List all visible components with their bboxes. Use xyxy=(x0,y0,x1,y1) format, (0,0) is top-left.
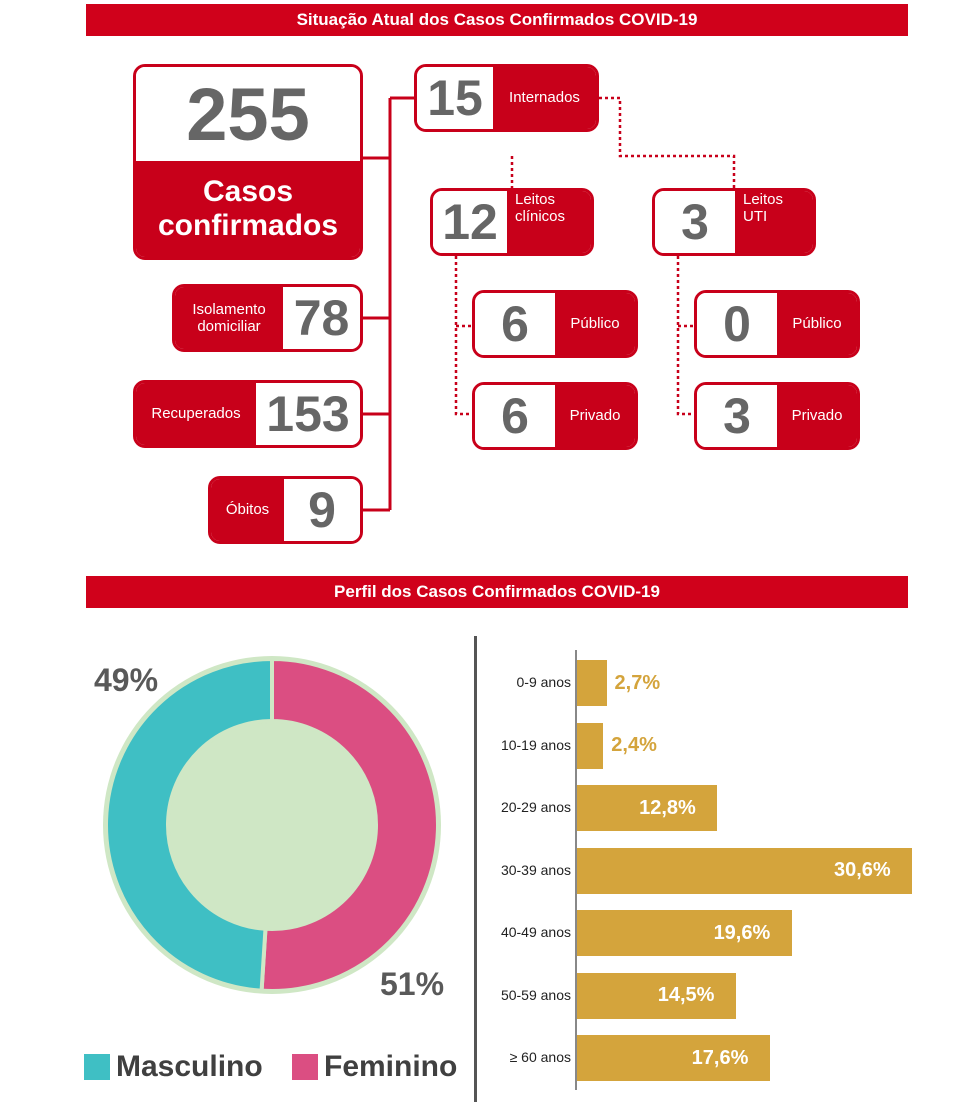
clinicos-publico-value: 6 xyxy=(475,293,555,355)
leitos-uti-label-line1: Leitos xyxy=(743,191,784,208)
leitos-uti-label: Leitos UTI xyxy=(735,191,813,253)
age-label-6: ≥ 60 anos xyxy=(509,1049,571,1065)
masculino-swatch xyxy=(84,1054,110,1080)
total-cases-value: 255 xyxy=(136,67,360,161)
leitos-clinicos-label-line2: clínicos xyxy=(515,208,566,226)
leitos-clinicos-value: 12 xyxy=(433,191,507,253)
age-value-2: 12,8% xyxy=(639,796,696,819)
leitos-clinicos-label: Leitos clínicos xyxy=(507,191,591,253)
isolamento-value: 78 xyxy=(283,287,360,349)
uti-privado-value: 3 xyxy=(697,385,777,447)
recuperados-value: 153 xyxy=(256,383,360,445)
internados-card: 15 Internados xyxy=(414,64,599,132)
clinicos-publico-label: Público xyxy=(555,293,635,355)
solid-connectors xyxy=(363,96,414,512)
age-bar-0 xyxy=(577,660,607,706)
clinicos-privado-value: 6 xyxy=(475,385,555,447)
age-value-5: 14,5% xyxy=(657,984,715,1006)
leitos-uti-value: 3 xyxy=(655,191,735,253)
legend-feminino: Feminino xyxy=(292,1050,457,1084)
donut-hole-border xyxy=(166,719,378,931)
total-cases-label: Casos confirmados xyxy=(136,161,360,257)
feminino-swatch xyxy=(292,1054,318,1080)
age-value-1: 2,4% xyxy=(611,734,657,756)
obitos-label: Óbitos xyxy=(211,479,284,541)
feminino-percent-label: 51% xyxy=(380,966,445,1002)
uti-publico-value: 0 xyxy=(697,293,777,355)
recuperados-label: Recuperados xyxy=(136,383,256,445)
leitos-clinicos-label-line1: Leitos xyxy=(515,191,556,208)
age-label-3: 30-39 anos xyxy=(500,861,571,878)
total-cases-label-line1: Casos xyxy=(202,174,294,208)
uti-privado-label: Privado xyxy=(777,385,857,447)
age-bar-6 xyxy=(577,1035,770,1081)
age-bar-1 xyxy=(577,722,604,769)
age-value-4: 19,6% xyxy=(713,921,771,944)
obitos-card: Óbitos 9 xyxy=(208,476,363,544)
masculino-percent-label: 49% xyxy=(94,662,159,698)
legend-masculino: Masculino xyxy=(84,1050,263,1084)
age-bar-5 xyxy=(577,972,736,1019)
section-divider xyxy=(474,636,477,1102)
recuperados-card: Recuperados 153 xyxy=(133,380,363,448)
profile-header: Perfil dos Casos Confirmados COVID-19 xyxy=(86,576,908,608)
legend-feminino-label: Feminino xyxy=(324,1050,458,1083)
total-cases-card: 255 Casos confirmados xyxy=(133,64,363,260)
isolamento-card: Isolamento domiciliar 78 xyxy=(172,284,363,352)
dotted-connectors xyxy=(454,96,736,416)
age-bar-3 xyxy=(577,847,912,894)
leitos-uti-label-line2: UTI xyxy=(743,208,768,226)
age-label-0: 0-9 anos xyxy=(516,674,571,690)
age-bar-2 xyxy=(577,785,718,831)
age-label-5: 50-59 anos xyxy=(500,986,571,1003)
isolamento-label-line2: domiciliar xyxy=(197,318,261,335)
age-value-6: 17,6% xyxy=(691,1046,749,1069)
uti-privado-card: 3 Privado xyxy=(694,382,860,450)
age-value-0: 2,7% xyxy=(614,671,661,694)
leitos-clinicos-card: 12 Leitos clínicos xyxy=(430,188,594,256)
legend-masculino-label: Masculino xyxy=(116,1050,263,1083)
total-cases-label-line2: confirmados xyxy=(157,209,339,242)
situation-header: Situação Atual dos Casos Confirmados COV… xyxy=(86,4,908,36)
age-value-3: 30,6% xyxy=(834,859,891,881)
uti-publico-card: 0 Público xyxy=(694,290,860,358)
clinicos-privado-card: 6 Privado xyxy=(472,382,638,450)
age-label-1: 10-19 anos xyxy=(500,736,571,753)
clinicos-publico-card: 6 Público xyxy=(472,290,638,358)
age-axis-line xyxy=(575,650,577,1090)
clinicos-privado-label: Privado xyxy=(555,385,635,447)
age-label-4: 40-49 anos xyxy=(500,924,571,940)
age-bar-4 xyxy=(577,910,792,956)
internados-value: 15 xyxy=(417,67,493,129)
leitos-uti-card: 3 Leitos UTI xyxy=(652,188,816,256)
age-label-2: 20-29 anos xyxy=(500,799,571,815)
internados-label: Internados xyxy=(493,67,596,129)
isolamento-label-line1: Isolamento xyxy=(192,300,266,318)
uti-publico-label: Público xyxy=(777,293,857,355)
obitos-value: 9 xyxy=(284,479,360,541)
isolamento-label: Isolamento domiciliar xyxy=(175,287,283,349)
